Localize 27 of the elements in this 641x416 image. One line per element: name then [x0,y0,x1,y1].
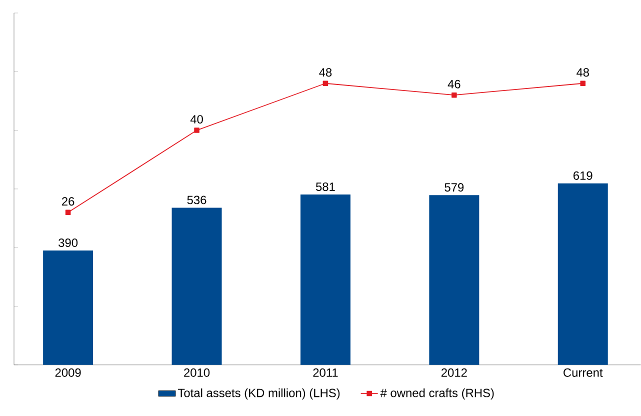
x-tick-label: Current [564,368,603,377]
point [65,210,71,216]
data-label: 46 [448,80,460,88]
bar [429,195,480,365]
data-label: 40 [190,115,203,124]
x-tick-label: 2009 [55,368,81,377]
data-label: 48 [319,68,332,77]
bar [43,250,94,365]
x-tick-label: 2012 [441,368,467,377]
point [322,80,328,86]
bar [558,183,608,365]
bar [300,194,350,365]
data-label: 48 [576,68,589,77]
data-label: 390 [58,238,78,248]
legend-label: # owned crafts (RHS) [380,388,494,400]
x-tick-label: 2011 [313,368,338,377]
point [452,92,457,98]
point [194,128,200,133]
data-label: 581 [316,182,335,192]
bar [172,208,222,365]
data-label: 26 [62,197,74,206]
point [580,80,586,86]
x-tick-label: 2010 [184,368,210,377]
data-label: 619 [574,171,592,180]
data-label: 579 [444,183,464,192]
data-label: 536 [187,196,206,204]
legend-label: Total assets (KD million) (LHS) [178,388,340,400]
